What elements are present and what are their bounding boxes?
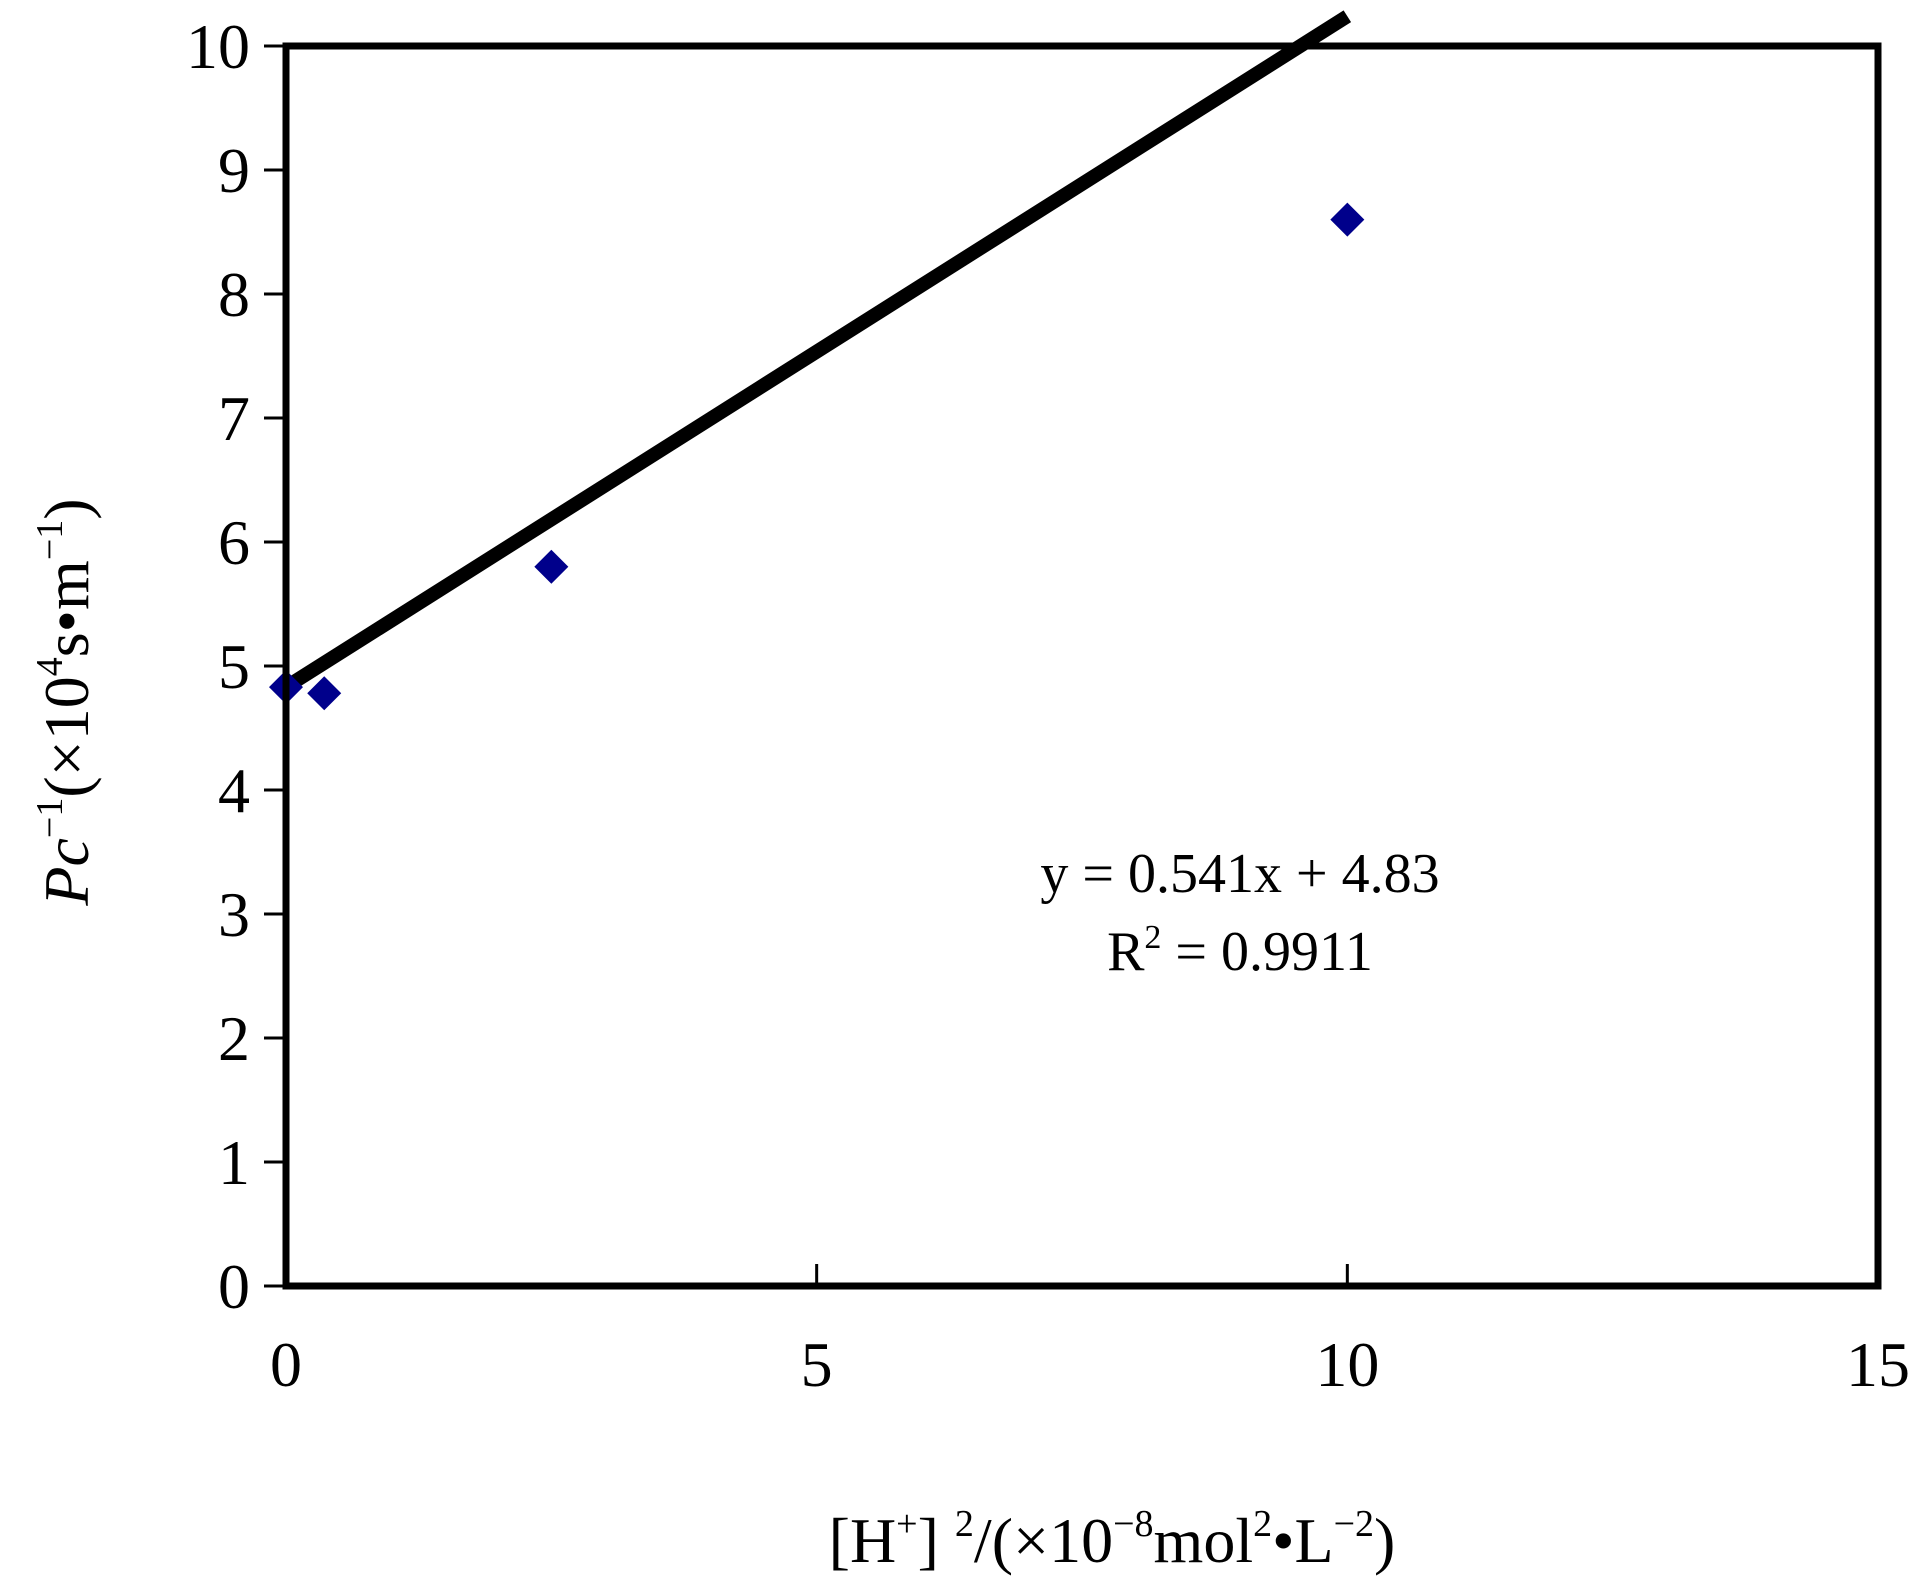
data-point [1330,202,1365,237]
x-axis-title: [H+] 2/(×10−8mol2•L−2) [829,1503,1396,1576]
x-tick-label: 10 [1315,1329,1379,1400]
y-tick-label: 8 [218,259,250,330]
data-point [534,549,569,584]
x-tick-label: 0 [270,1329,302,1400]
trendline [282,10,1352,693]
data-point [307,676,342,711]
y-tick-label: 3 [218,879,250,950]
y-tick-label: 2 [218,1003,250,1074]
r-squared-label: R2 = 0.9911 [1107,919,1373,983]
y-tick-label: 1 [218,1127,250,1198]
tick-marks [264,44,1880,1288]
tick-labels: 0 1 2 3 4 5 6 7 8 9 10 0 5 10 15 [186,11,1910,1400]
data-points [269,202,1365,711]
y-tick-label: 0 [218,1251,250,1322]
x-tick-label: 15 [1846,1329,1910,1400]
trendline-equation: y = 0.541x + 4.83 [1040,843,1439,905]
y-tick-label: 7 [218,383,250,454]
y-axis-title: Pc−1(×104s•m−1) [29,498,102,906]
y-tick-label: 9 [218,135,250,206]
y-tick-label: 5 [218,631,250,702]
x-tick-label: 5 [801,1329,833,1400]
y-tick-label: 6 [218,507,250,578]
y-tick-label: 4 [218,755,250,826]
plot-area-frame [282,42,1882,1290]
y-tick-label: 10 [186,11,250,82]
